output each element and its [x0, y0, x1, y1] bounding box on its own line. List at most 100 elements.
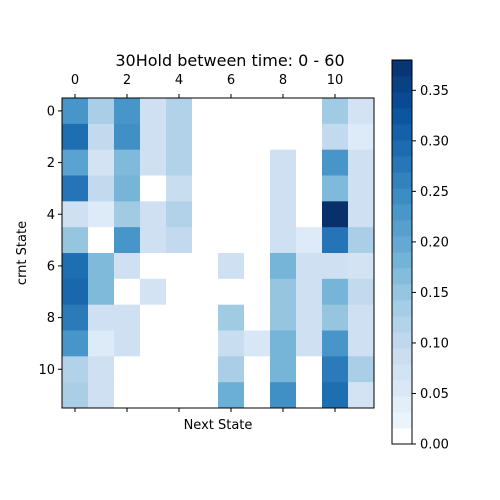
heatmap-cell-r10-c4: [166, 356, 193, 383]
heatmap-cell-r6-c3: [140, 253, 167, 280]
heatmap-cell-r11-c7: [244, 382, 271, 409]
heatmap-cell-r6-c6: [218, 253, 245, 280]
colorbar-tick-label: 0.15: [420, 286, 449, 301]
heatmap-cell-r5-c4: [166, 227, 193, 254]
heatmap-cell-r3-c1: [88, 175, 115, 202]
y-tick-label: 2: [47, 156, 55, 171]
y-axis-label: crnt State: [15, 221, 30, 285]
heatmap-cell-r6-c1: [88, 253, 115, 280]
colorbar-segment: [392, 204, 412, 221]
heatmap-cell-r2-c5: [192, 149, 219, 176]
heatmap-cell-r0-c0: [62, 98, 89, 125]
heatmap-cell-r7-c5: [192, 278, 219, 306]
heatmap-cell-r3-c11: [348, 175, 375, 202]
x-axis-ticks: 0 2 4 6 8 10: [71, 73, 343, 98]
heatmap-cell-r3-c6: [218, 175, 245, 202]
heatmap-cell-r8-c9: [296, 304, 323, 331]
heatmap-cell-r9-c10: [322, 330, 349, 357]
heatmap-cell-r10-c7: [244, 356, 271, 383]
heatmap-cell-r9-c0: [62, 330, 89, 357]
colorbar-segment: [392, 140, 412, 157]
heatmap-cell-r6-c10: [322, 253, 349, 280]
heatmap-cell-r4-c11: [348, 201, 375, 228]
heatmap-cell-r1-c4: [166, 123, 193, 151]
colorbar-segment: [392, 252, 412, 269]
heatmap-cell-r7-c9: [296, 278, 323, 306]
heatmap-cell-r2-c4: [166, 149, 193, 176]
heatmap-cell-r9-c8: [270, 330, 297, 357]
heatmap-cell-r11-c8: [270, 382, 297, 409]
heatmap-cell-r5-c0: [62, 227, 89, 254]
heatmap-cell-r10-c6: [218, 356, 245, 383]
heatmap-cell-r11-c0: [62, 382, 89, 409]
heatmap-cell-r1-c0: [62, 123, 89, 151]
heatmap-cell-r9-c4: [166, 330, 193, 357]
heatmap-cell-r1-c8: [270, 123, 297, 151]
heatmap-cell-r1-c3: [140, 123, 167, 151]
heatmap-cell-r6-c11: [348, 253, 375, 280]
heatmap-cell-r6-c7: [244, 253, 271, 280]
heatmap-cell-r9-c11: [348, 330, 375, 357]
heatmap-cell-r5-c6: [218, 227, 245, 254]
heatmap-cell-r8-c1: [88, 304, 115, 331]
heatmap-cell-r6-c4: [166, 253, 193, 280]
heatmap-cell-r5-c10: [322, 227, 349, 254]
heatmap-cell-r5-c2: [114, 227, 141, 254]
heatmap-cell-r2-c10: [322, 149, 349, 176]
heatmap-cell-r2-c6: [218, 149, 245, 176]
heatmap-cell-r7-c3: [140, 278, 167, 306]
colorbar-segment: [392, 172, 412, 189]
heatmap-cell-r2-c0: [62, 149, 89, 176]
heatmap-cell-r8-c3: [140, 304, 167, 331]
y-tick-label: 4: [47, 208, 55, 223]
heatmap-cell-r1-c6: [218, 123, 245, 151]
heatmap-cell-r9-c5: [192, 330, 219, 357]
heatmap-cell-r6-c2: [114, 253, 141, 280]
heatmap-cell-r4-c2: [114, 201, 141, 228]
colorbar-segment: [392, 300, 412, 317]
heatmap-cell-r11-c11: [348, 382, 375, 409]
heatmap-cell-r0-c4: [166, 98, 193, 125]
colorbar-segment: [392, 380, 412, 397]
heatmap-cell-r3-c8: [270, 175, 297, 202]
heatmap-cell-r1-c1: [88, 123, 115, 151]
heatmap-cell-r10-c9: [296, 356, 323, 383]
heatmap-cell-r10-c0: [62, 356, 89, 383]
colorbar-segment: [392, 284, 412, 301]
heatmap-cell-r11-c6: [218, 382, 245, 409]
heatmap-cell-r8-c5: [192, 304, 219, 331]
y-axis-ticks: 0 2 4 6 8 10: [38, 104, 62, 378]
heatmap-cell-r2-c7: [244, 149, 271, 176]
colorbar-segment: [392, 268, 412, 285]
colorbar-tick-label: 0.10: [420, 336, 449, 351]
heatmap-cell-r0-c1: [88, 98, 115, 125]
heatmap-cell-r11-c5: [192, 382, 219, 409]
x-axis-label: Next State: [184, 418, 253, 433]
x-tick-label: 4: [175, 73, 183, 88]
colorbar-segment: [392, 188, 412, 205]
heatmap-cell-r4-c8: [270, 201, 297, 228]
colorbar-tick-label: 0.30: [420, 134, 449, 149]
x-tick-label: 0: [71, 73, 79, 88]
heatmap-cell-r8-c10: [322, 304, 349, 331]
x-tick-label: 8: [279, 73, 287, 88]
colorbar-tick-label: 0.35: [420, 84, 449, 99]
x-axis-bottom-ticks: [74, 408, 336, 412]
x-tick-label: 6: [227, 73, 235, 88]
heatmap-cell-r6-c8: [270, 253, 297, 280]
heatmap-cell-r10-c3: [140, 356, 167, 383]
heatmap-cell-r8-c11: [348, 304, 375, 331]
heatmap-cell-r3-c3: [140, 175, 167, 202]
heatmap-cell-r11-c2: [114, 382, 141, 409]
heatmap-cell-r0-c3: [140, 98, 167, 125]
heatmap-cell-r9-c2: [114, 330, 141, 357]
heatmap-cell-r11-c1: [88, 382, 115, 409]
heatmap-cell-r1-c9: [296, 123, 323, 151]
colorbar-segment: [392, 92, 412, 109]
heatmap-cell-r8-c4: [166, 304, 193, 331]
heatmap-cell-r10-c2: [114, 356, 141, 383]
heatmap-cell-r3-c4: [166, 175, 193, 202]
colorbar-segment: [392, 108, 412, 125]
heatmap-cell-r10-c1: [88, 356, 115, 383]
heatmap-cell-r10-c8: [270, 356, 297, 383]
